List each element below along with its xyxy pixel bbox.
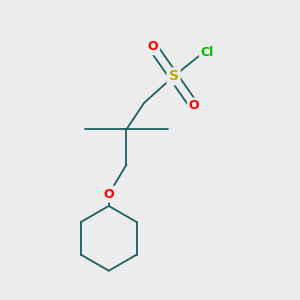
Text: S: S xyxy=(169,69,178,83)
Text: O: O xyxy=(103,188,114,201)
Text: Cl: Cl xyxy=(201,46,214,59)
Text: O: O xyxy=(148,40,158,53)
Text: O: O xyxy=(189,99,200,112)
